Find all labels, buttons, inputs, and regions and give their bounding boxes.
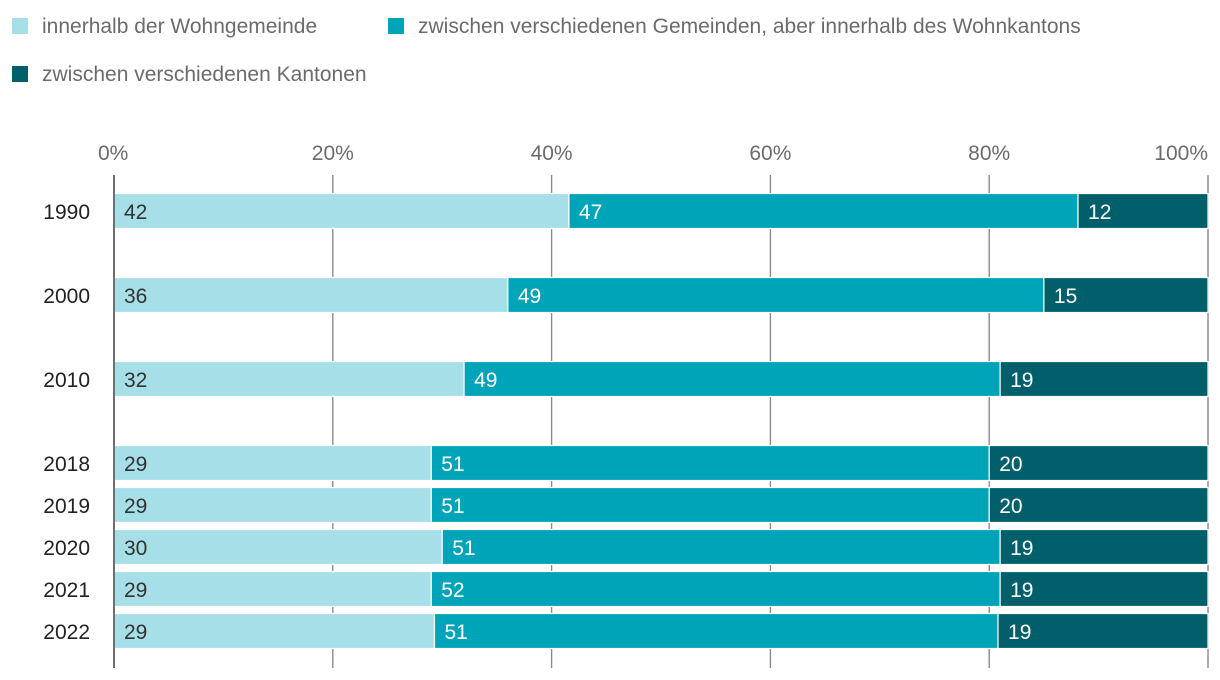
data-label-2020-s1: 30 xyxy=(124,537,147,560)
category-label-2019: 2019 xyxy=(43,495,90,518)
legend-label-1: innerhalb der Wohngemeinde xyxy=(42,15,317,38)
bar-segment-2021-s1 xyxy=(113,570,432,608)
data-label-1990-s2: 47 xyxy=(579,201,602,224)
bar-segment-2019-s2 xyxy=(430,486,990,524)
x-tick-label-4: 80% xyxy=(968,142,1010,165)
bar-segment-2018-s1 xyxy=(113,444,432,482)
data-label-2021-s2: 52 xyxy=(441,579,464,602)
bar-segment-2010-s2 xyxy=(463,360,1001,398)
category-label-2021: 2021 xyxy=(43,579,90,602)
bar-segment-2000-s3 xyxy=(1043,276,1209,314)
data-label-2010-s3: 19 xyxy=(1010,369,1033,392)
data-label-2019-s3: 20 xyxy=(999,495,1022,518)
data-label-2000-s3: 15 xyxy=(1054,285,1077,308)
data-label-1990-s3: 12 xyxy=(1088,201,1111,224)
category-label-2000: 2000 xyxy=(43,285,90,308)
bar-segment-2020-s2 xyxy=(441,528,1001,566)
data-label-2018-s2: 51 xyxy=(441,453,464,476)
legend-swatch-2 xyxy=(388,18,404,34)
bar-segment-2021-s3 xyxy=(999,570,1209,608)
data-label-2021-s1: 29 xyxy=(124,579,147,602)
bar-segment-2020-s3 xyxy=(999,528,1209,566)
legend-swatch-1 xyxy=(12,18,28,34)
x-tick-label-5: 100% xyxy=(1154,142,1208,165)
data-label-2010-s2: 49 xyxy=(474,369,497,392)
bar-segment-2010-s1 xyxy=(113,360,465,398)
bar-segment-1990-s2 xyxy=(568,192,1079,230)
x-tick-label-3: 60% xyxy=(749,142,791,165)
legend-label-3: zwischen verschiedenen Kantonen xyxy=(42,63,367,86)
legend: innerhalb der Wohngemeinde zwischen versc… xyxy=(12,15,1081,86)
category-label-2018: 2018 xyxy=(43,453,90,476)
data-label-2019-s2: 51 xyxy=(441,495,464,518)
data-label-2021-s3: 19 xyxy=(1010,579,1033,602)
x-tick-label-0: 0% xyxy=(98,142,128,165)
legend-label-2: zwischen verschiedenen Gemeinden, aber i… xyxy=(418,15,1081,38)
data-label-2019-s1: 29 xyxy=(124,495,147,518)
bar-segment-2022-s3 xyxy=(997,612,1209,650)
bar-segment-2022-s2 xyxy=(433,612,999,650)
bar-segment-1990-s3 xyxy=(1077,192,1209,230)
data-label-2010-s1: 32 xyxy=(124,369,147,392)
data-label-2020-s3: 19 xyxy=(1010,537,1033,560)
data-label-2022-s1: 29 xyxy=(124,621,147,644)
bar-segment-2000-s1 xyxy=(113,276,509,314)
category-label-2020: 2020 xyxy=(43,537,90,560)
bar-segment-2022-s1 xyxy=(113,612,436,650)
x-tick-label-2: 40% xyxy=(531,142,573,165)
data-label-2018-s1: 29 xyxy=(124,453,147,476)
category-label-1990: 1990 xyxy=(43,201,90,224)
legend-swatch-3 xyxy=(12,66,28,82)
bar-segment-2019-s1 xyxy=(113,486,432,524)
bar-segment-2010-s3 xyxy=(999,360,1209,398)
bars: 1990 42 47 12 2000 36 49 15 2010 32 49 19 2018 29 51 20… xyxy=(43,192,1209,650)
data-label-2000-s1: 36 xyxy=(124,285,147,308)
x-tick-label-1: 20% xyxy=(312,142,354,165)
data-label-2000-s2: 49 xyxy=(518,285,541,308)
bar-segment-2020-s1 xyxy=(113,528,443,566)
data-label-2020-s2: 51 xyxy=(452,537,475,560)
data-label-2022-s2: 51 xyxy=(444,621,467,644)
bar-segment-2021-s2 xyxy=(430,570,1001,608)
category-label-2022: 2022 xyxy=(43,621,90,644)
category-label-2010: 2010 xyxy=(43,369,90,392)
gridlines: 0% 20% 40% 60% 80% 100% xyxy=(98,142,1209,668)
bar-segment-1990-s1 xyxy=(113,192,570,230)
bar-segment-2000-s2 xyxy=(507,276,1045,314)
data-label-2022-s3: 19 xyxy=(1008,621,1031,644)
data-label-1990-s1: 42 xyxy=(124,201,147,224)
bar-segment-2018-s3 xyxy=(988,444,1209,482)
bar-segment-2018-s2 xyxy=(430,444,990,482)
bar-segment-2019-s3 xyxy=(988,486,1209,524)
data-label-2018-s3: 20 xyxy=(999,453,1022,476)
